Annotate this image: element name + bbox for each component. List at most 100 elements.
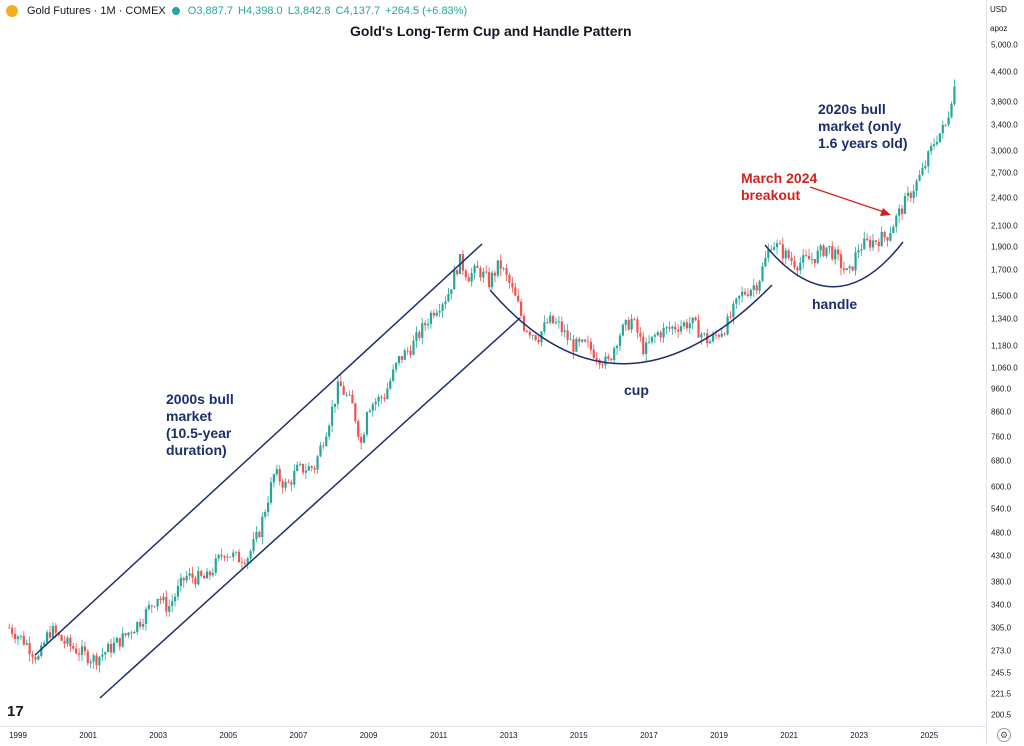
candle-body bbox=[203, 575, 206, 579]
candle-body bbox=[677, 329, 680, 332]
candle-body bbox=[290, 482, 293, 485]
candle-body bbox=[525, 330, 529, 332]
candle-body bbox=[107, 643, 110, 653]
candle-body bbox=[671, 326, 674, 329]
price-tick-label: 480.0 bbox=[991, 528, 1012, 538]
cup-curve bbox=[489, 284, 773, 365]
candle-body bbox=[266, 502, 270, 513]
candle-body bbox=[851, 266, 854, 271]
candle-body bbox=[589, 341, 593, 350]
candle-body bbox=[171, 601, 174, 606]
candle-body bbox=[563, 330, 566, 332]
candle-body bbox=[880, 232, 883, 247]
candle-body bbox=[647, 341, 651, 343]
candle-body bbox=[139, 621, 142, 627]
candle-body bbox=[473, 265, 476, 273]
candle-body bbox=[485, 271, 488, 273]
candle-body bbox=[758, 280, 761, 291]
annotation-breakout: March 2024 breakout bbox=[741, 170, 817, 204]
price-axis[interactable]: USD apoz 5,000.0 4,400.0 3,800.0 3,400.0 3,0… bbox=[986, 0, 1024, 745]
candle-body bbox=[243, 563, 246, 564]
candle-body bbox=[900, 208, 904, 214]
symbol-label[interactable]: Gold Futures · 1M · COMEX bbox=[27, 5, 166, 17]
candle-body bbox=[679, 326, 683, 332]
tradingview-logo[interactable]: 17 bbox=[7, 703, 24, 720]
price-tick-label: 430.0 bbox=[991, 551, 1012, 561]
candle-body bbox=[252, 539, 255, 552]
candle-body bbox=[805, 255, 808, 256]
candle-body bbox=[176, 585, 180, 597]
candle-body bbox=[136, 621, 139, 633]
candle-body bbox=[799, 262, 802, 271]
candle-body bbox=[226, 556, 229, 558]
candle-body bbox=[89, 661, 92, 664]
price-tick-label: 340.0 bbox=[991, 600, 1012, 610]
symbol-legend: Gold Futures · 1M · COMEX O3,887.7 H4,39… bbox=[6, 3, 467, 19]
chart-canvas[interactable] bbox=[0, 0, 986, 726]
time-tick-label: 2009 bbox=[359, 731, 378, 740]
candle-body bbox=[790, 258, 793, 261]
candle-body bbox=[813, 258, 816, 264]
candle-body bbox=[784, 250, 787, 259]
candle-body bbox=[834, 249, 837, 260]
candle-body bbox=[863, 238, 866, 250]
candle-body bbox=[240, 562, 244, 564]
candle-body bbox=[357, 421, 360, 437]
candle-body bbox=[43, 642, 46, 646]
candle-body bbox=[868, 239, 872, 248]
candle-body bbox=[915, 180, 918, 192]
candle-body bbox=[592, 349, 595, 358]
candle-body bbox=[438, 310, 441, 313]
high-value: H4,398.0 bbox=[238, 5, 283, 17]
candle-body bbox=[770, 249, 773, 251]
candle-body bbox=[40, 645, 43, 657]
time-tick-label: 2003 bbox=[149, 731, 168, 740]
candle-body bbox=[281, 481, 284, 488]
candle-body bbox=[200, 571, 203, 576]
candle-body bbox=[700, 334, 703, 338]
candle-body bbox=[950, 103, 953, 118]
annotation-line: duration) bbox=[166, 442, 227, 458]
candle-body bbox=[141, 624, 145, 627]
candle-body bbox=[421, 323, 424, 338]
candle-body bbox=[255, 531, 258, 540]
time-tick-label: 2023 bbox=[850, 731, 869, 740]
candle-body bbox=[470, 272, 473, 282]
scale-mode-label[interactable]: apoz bbox=[990, 24, 1008, 33]
candle-body bbox=[618, 335, 622, 347]
annotation-line: March 2024 bbox=[741, 170, 818, 186]
candle-body bbox=[237, 551, 241, 563]
candle-body bbox=[45, 632, 49, 643]
channel-upper-line bbox=[34, 243, 483, 656]
candle-body bbox=[499, 260, 502, 269]
price-tick-label: 760.0 bbox=[991, 432, 1012, 442]
candle-body bbox=[883, 232, 886, 238]
price-tick-label: 600.0 bbox=[991, 482, 1012, 492]
candle-body bbox=[726, 316, 729, 335]
candle-body bbox=[711, 334, 715, 342]
time-axis[interactable]: 1999 2001 2003 2005 2007 2009 2011 2013 2015 2017… bbox=[0, 726, 986, 746]
price-tick-label: 380.0 bbox=[991, 577, 1012, 587]
gold-symbol-icon bbox=[6, 5, 18, 17]
candle-body bbox=[418, 332, 421, 338]
candle-body bbox=[578, 338, 581, 342]
candle-body bbox=[392, 369, 395, 381]
candle-body bbox=[569, 339, 572, 341]
candle-body bbox=[895, 215, 898, 227]
candle-body bbox=[307, 466, 310, 471]
candle-body bbox=[735, 298, 738, 304]
candle-body bbox=[261, 516, 264, 538]
market-status-dot-icon bbox=[171, 7, 180, 15]
settings-gear-icon[interactable]: ⚙ bbox=[997, 728, 1011, 742]
currency-label[interactable]: USD bbox=[990, 5, 1007, 14]
candle-body bbox=[732, 303, 735, 318]
candle-body bbox=[546, 322, 549, 324]
time-tick-label: 2001 bbox=[79, 731, 97, 740]
annotation-cup: cup bbox=[624, 382, 649, 398]
candle-body bbox=[22, 635, 25, 645]
candle-body bbox=[886, 237, 889, 241]
price-tick-label: 200.5 bbox=[991, 710, 1012, 720]
candle-body bbox=[435, 312, 438, 316]
candle-body bbox=[336, 381, 339, 404]
candle-body bbox=[514, 287, 517, 296]
